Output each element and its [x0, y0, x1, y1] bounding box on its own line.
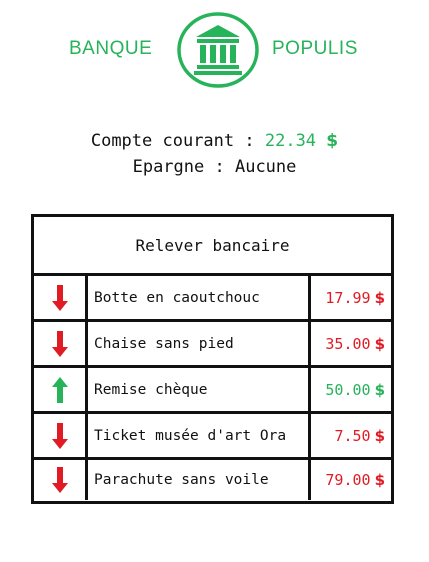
- savings-label: Epargne :: [132, 157, 225, 177]
- transaction-currency: $: [374, 471, 385, 489]
- arrow-down-icon: [51, 422, 68, 449]
- transaction-amount-cell: 50.00 $: [311, 368, 391, 411]
- checking-currency: $: [326, 131, 339, 151]
- checking-account-line: Compte courant : 22.34 $: [0, 128, 429, 154]
- direction-cell: [34, 368, 88, 411]
- statement-row: Remise chèque 50.00 $: [34, 368, 391, 414]
- transaction-amount-cell: 35.00 $: [311, 322, 391, 365]
- transaction-currency: $: [374, 426, 385, 445]
- arrow-up-icon: [51, 376, 68, 403]
- transaction-amount: 17.99: [325, 288, 371, 307]
- transaction-currency: $: [374, 334, 385, 353]
- statement-row: Parachute sans voile 79.00 $: [34, 460, 391, 500]
- transaction-amount: 50.00: [325, 380, 371, 399]
- direction-cell: [34, 460, 88, 500]
- bank-icon: [177, 12, 259, 88]
- brand-name-right: POPULIS: [272, 38, 358, 59]
- transaction-label: Parachute sans voile: [88, 460, 311, 500]
- bank-statement-table: Relever bancaire Botte en caoutchouc 17.9…: [31, 214, 394, 504]
- statement-title: Relever bancaire: [34, 217, 391, 276]
- transaction-amount: 35.00: [325, 334, 371, 353]
- brand-name-left: BANQUE: [69, 38, 153, 59]
- account-summary: Compte courant : 22.34 $ Epargne : Aucun…: [0, 128, 429, 180]
- statement-row: Botte en caoutchouc 17.99 $: [34, 276, 391, 322]
- transaction-amount: 79.00: [325, 471, 371, 489]
- statement-row: Ticket musée d'art Ora 7.50 $: [34, 414, 391, 460]
- transaction-amount: 7.50: [334, 426, 371, 445]
- savings-value: Aucune: [234, 157, 297, 177]
- transaction-label: Botte en caoutchouc: [88, 276, 311, 319]
- transaction-label: Ticket musée d'art Ora: [88, 414, 311, 457]
- transaction-currency: $: [374, 288, 385, 307]
- direction-cell: [34, 322, 88, 365]
- statement-row: Chaise sans pied 35.00 $: [34, 322, 391, 368]
- arrow-down-icon: [51, 467, 68, 493]
- transaction-amount-cell: 79.00 $: [311, 460, 391, 500]
- direction-cell: [34, 414, 88, 457]
- arrow-down-icon: [51, 284, 68, 311]
- checking-amount: 22.34: [264, 131, 317, 151]
- direction-cell: [34, 276, 88, 319]
- arrow-down-icon: [51, 330, 68, 357]
- transaction-label: Chaise sans pied: [88, 322, 311, 365]
- transaction-amount-cell: 17.99 $: [311, 276, 391, 319]
- savings-account-line: Epargne : Aucune: [0, 154, 429, 180]
- transaction-currency: $: [374, 380, 385, 399]
- transaction-label: Remise chèque: [88, 368, 311, 411]
- checking-label: Compte courant :: [90, 131, 255, 151]
- transaction-amount-cell: 7.50 $: [311, 414, 391, 457]
